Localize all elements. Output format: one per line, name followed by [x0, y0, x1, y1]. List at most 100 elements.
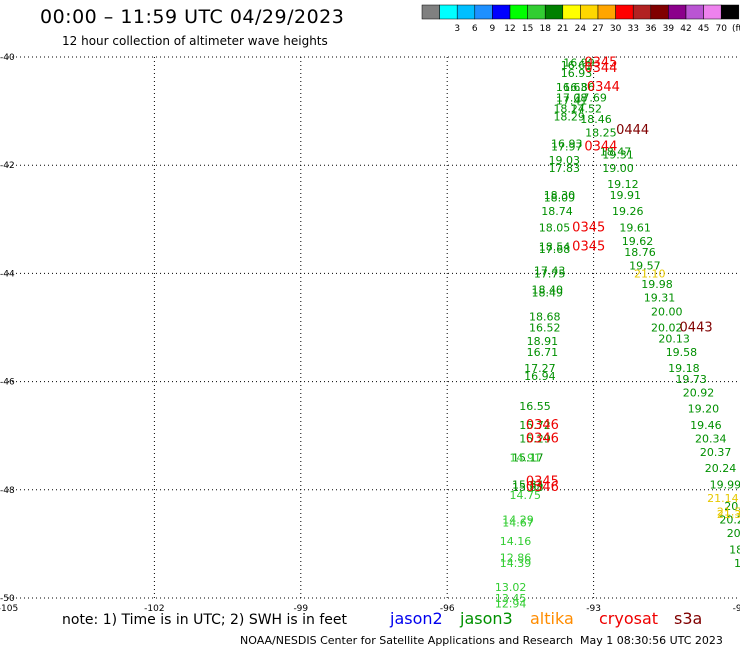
- data-point-label: 17.69: [575, 92, 607, 105]
- data-point-label: 17.75: [534, 267, 566, 280]
- data-point-label: 19.31: [602, 148, 634, 161]
- chart-title: 00:00 – 11:59 UTC 04/29/2023: [40, 6, 345, 28]
- color-scale-swatch: [580, 4, 599, 20]
- x-tick-label: -99: [293, 604, 308, 614]
- y-tick-label: -46: [0, 378, 15, 388]
- data-point-label: 16.63: [556, 81, 588, 94]
- data-point-label: 15.17: [512, 451, 544, 464]
- data-point-label: 0345: [526, 475, 559, 490]
- data-point-label: 18.16: [739, 570, 740, 583]
- data-point-label: 21.33: [717, 508, 740, 521]
- y-tick-label: -42: [0, 161, 15, 171]
- color-scale-label: 30: [610, 24, 622, 34]
- data-point-label: 0346: [526, 418, 559, 433]
- data-point-label: 0346: [526, 480, 559, 495]
- data-point-label: 0345: [572, 239, 605, 254]
- data-point-label: 14.16: [500, 535, 532, 548]
- data-point-label: 18.91: [527, 335, 559, 348]
- color-scale-label: 9: [490, 24, 496, 34]
- data-point-label: 16.61: [561, 59, 593, 72]
- color-scale-swatch: [597, 4, 616, 20]
- data-point-label: 16.52: [529, 322, 561, 335]
- color-scale-swatch: [615, 4, 634, 20]
- color-scale-swatch: [527, 4, 546, 20]
- data-point-label: 12.94: [495, 597, 527, 610]
- legend-jason3: jason3: [460, 609, 513, 628]
- chart-subtitle: 12 hour collection of altimeter wave hei…: [62, 34, 328, 48]
- x-tick-label: -96: [440, 604, 455, 614]
- color-scale-swatch: [650, 4, 669, 20]
- data-point-label: 14.91: [510, 451, 542, 464]
- y-tick-label: -44: [0, 269, 15, 279]
- color-scale-swatch: [492, 4, 511, 20]
- data-point-label: 0344: [587, 80, 620, 95]
- x-tick-label: -90: [733, 604, 740, 614]
- data-point-label: 16.93: [561, 67, 593, 80]
- data-point-label: 17.41: [556, 94, 588, 107]
- data-point-label: 21.55: [717, 505, 740, 518]
- data-point-label: 17.97: [551, 140, 583, 153]
- data-point-label: 18.49: [531, 286, 563, 299]
- data-point-label: 17.43: [534, 265, 566, 278]
- color-scale-label: 70: [715, 24, 727, 34]
- data-point-label: 19.62: [622, 235, 654, 248]
- color-scale-swatch: [685, 4, 704, 20]
- data-point-label: 16.99: [563, 56, 595, 69]
- data-point-label: 17.27: [524, 362, 556, 375]
- data-point-label: 0345: [584, 55, 617, 70]
- data-point-label: 16.93: [551, 138, 583, 151]
- data-point-label: 20.69: [724, 500, 740, 513]
- data-point-label: 14.29: [502, 514, 534, 527]
- color-scale-label: 6: [472, 24, 478, 34]
- footer-note: note: 1) Time is in UTC; 2) SWH is in fe…: [62, 612, 348, 628]
- color-scale-label: 27: [592, 24, 603, 34]
- color-scale-swatch: [544, 4, 564, 20]
- color-scale-label: (ft): [732, 24, 740, 34]
- data-point-label: 18.30: [544, 189, 576, 202]
- color-scale-swatch: [720, 4, 740, 20]
- data-point-label: 19.46: [690, 419, 722, 432]
- data-point-label: 20.24: [719, 514, 740, 527]
- color-scale-label: 39: [663, 24, 675, 34]
- data-point-label: 18.76: [624, 246, 656, 259]
- data-point-label: 19.98: [641, 278, 673, 291]
- color-scale-label: 42: [680, 24, 691, 34]
- x-tick-label: -93: [586, 604, 601, 614]
- data-point-label: 0444: [616, 123, 649, 138]
- data-point-label: 18.54: [729, 543, 740, 556]
- data-point-label: 18.29: [553, 111, 585, 124]
- data-point-label: 19.03: [549, 154, 581, 167]
- data-point-label: 18.24: [553, 102, 585, 115]
- data-point-label: 18.74: [541, 205, 573, 218]
- color-scale-swatch: [456, 4, 476, 20]
- data-point-label: 13.02: [495, 581, 527, 594]
- data-point-label: 14.39: [500, 557, 532, 570]
- data-point-label: 17.52: [571, 102, 603, 115]
- data-point-label: 18.25: [585, 127, 617, 140]
- data-point-label: 17.08: [556, 92, 588, 105]
- data-point-label: 15.88: [512, 481, 544, 494]
- data-point-label: 0344: [584, 61, 617, 76]
- color-scale-swatch: [703, 4, 722, 20]
- data-point-label: 19.18: [668, 362, 700, 375]
- color-scale-label: 33: [627, 24, 638, 34]
- data-point-label: 15.72: [519, 419, 551, 432]
- color-scale-swatch: [421, 4, 440, 20]
- data-point-label: 0345: [572, 220, 605, 235]
- legend-s3a: s3a: [674, 609, 703, 628]
- data-point-label: 19.58: [666, 346, 698, 359]
- data-point-label: 15.84: [512, 478, 544, 491]
- data-point-label: 19.99: [710, 478, 740, 491]
- data-point-label: 12.86: [500, 551, 532, 564]
- data-point-label: 20.02: [651, 322, 683, 335]
- legend-jason2: jason2: [390, 609, 443, 628]
- color-scale-swatch: [562, 4, 581, 20]
- data-point-label: 19.57: [629, 259, 661, 272]
- color-scale-label: 15: [522, 24, 533, 34]
- data-point-label: 19.38: [734, 557, 740, 570]
- y-tick-label: -50: [0, 594, 15, 604]
- data-point-label: 19.26: [612, 205, 644, 218]
- data-point-label: 19.31: [644, 292, 676, 305]
- data-point-label: 0346: [526, 431, 559, 446]
